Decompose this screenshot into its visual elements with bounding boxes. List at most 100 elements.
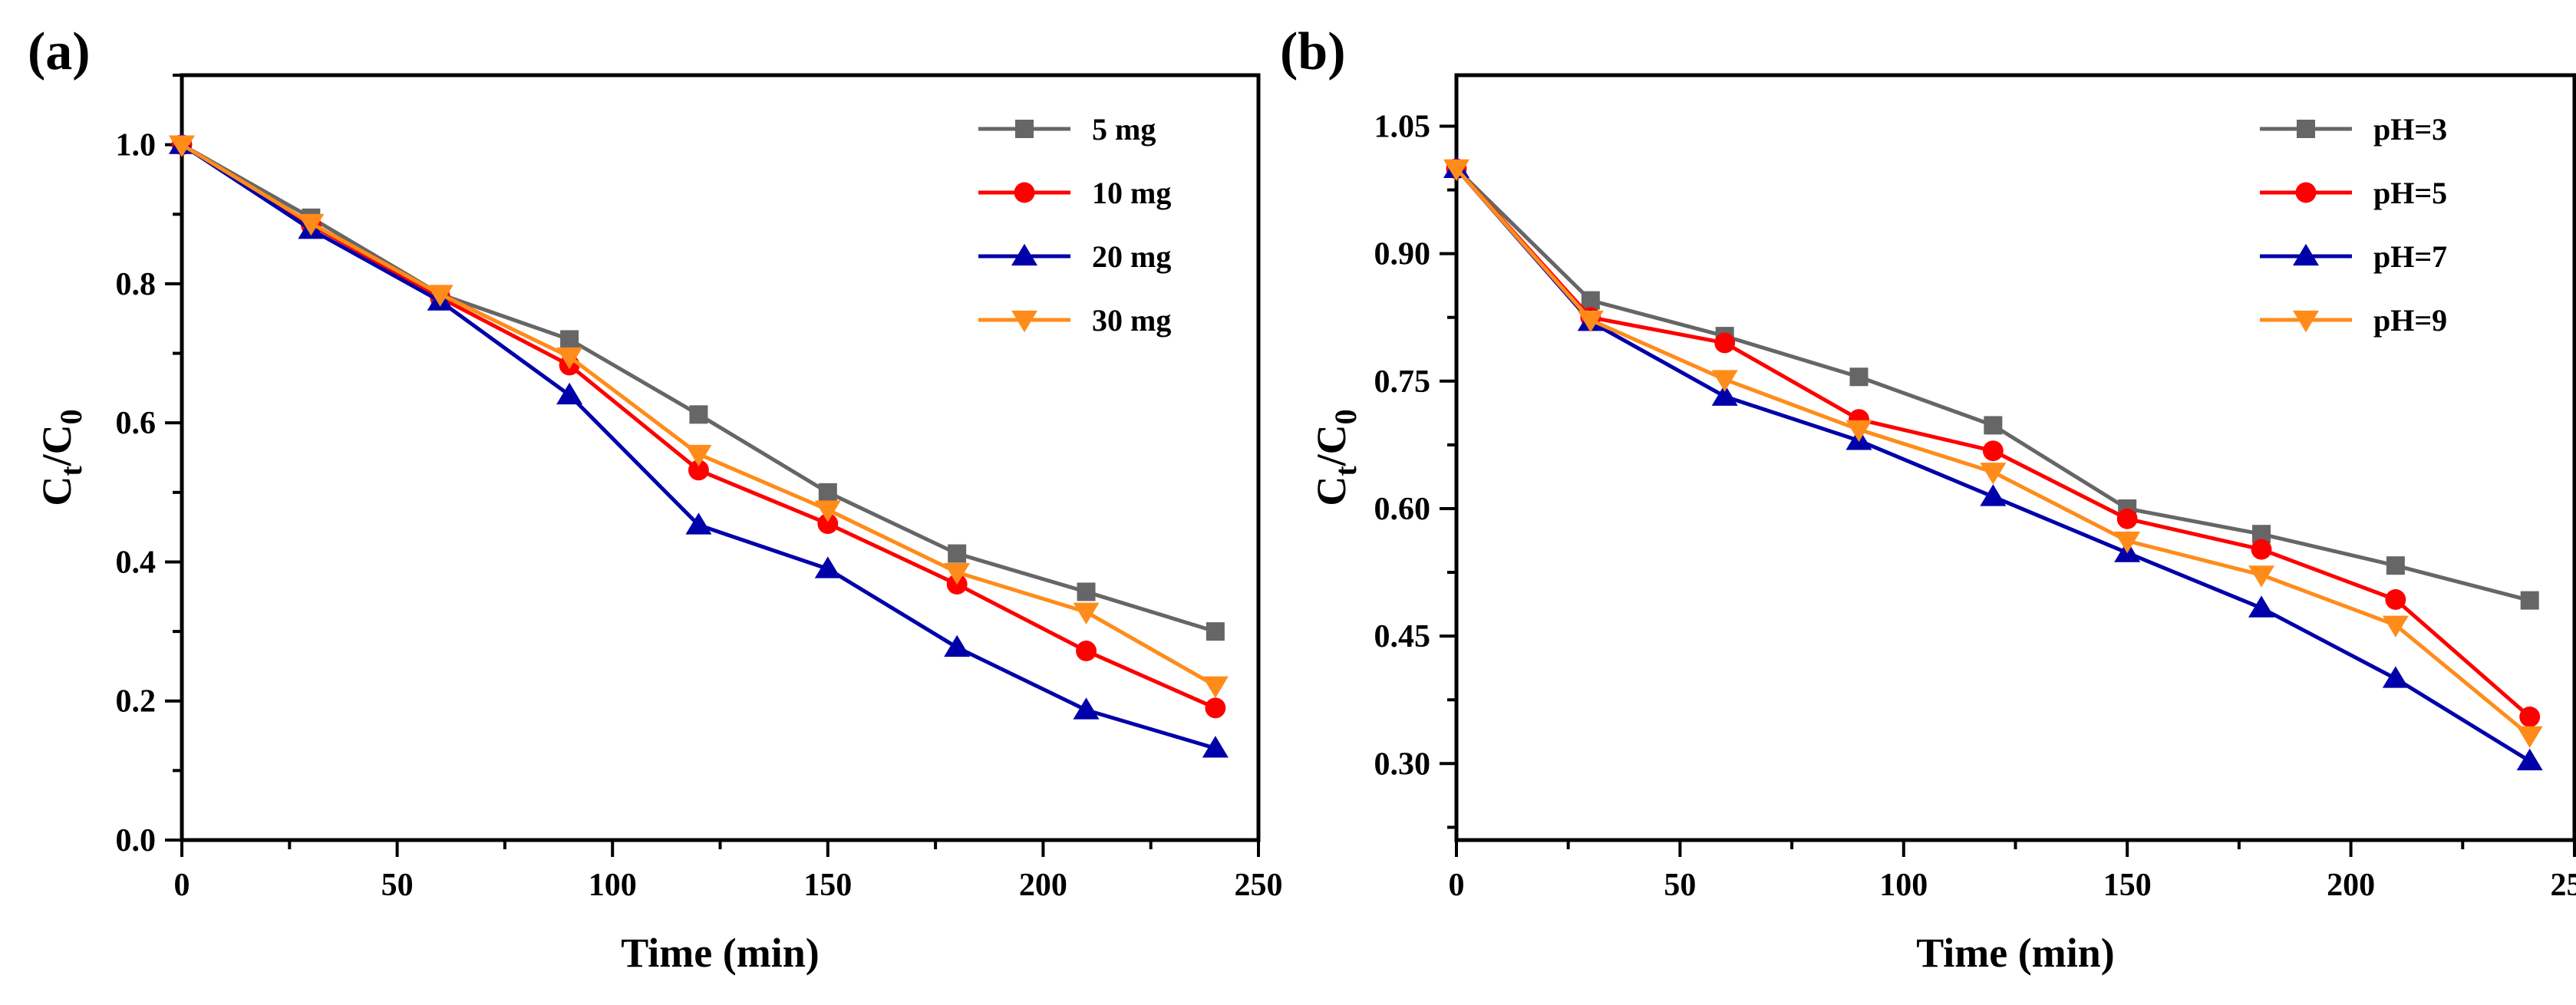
y-tick-label: 1.05 <box>1374 109 1431 144</box>
y-axis-title-subscript: 0 <box>1328 409 1363 424</box>
legend-label: pH=3 <box>2373 112 2447 147</box>
data-point <box>685 444 712 467</box>
legend-label: pH=7 <box>2373 239 2447 274</box>
data-point <box>2382 666 2409 688</box>
data-point <box>2520 591 2539 610</box>
data-point <box>944 562 971 585</box>
panel-label: (b) <box>1280 22 1346 81</box>
y-axis-title-subscript: t <box>1328 466 1363 476</box>
series-pH=9 <box>1443 159 2543 748</box>
y-tick-label: 0.8 <box>116 267 157 302</box>
panel-a: (a) 0 50 100 150 200 250 0.0 0.2 0.4 0.6 0.8 1.0 Time… <box>28 22 1283 976</box>
data-point <box>2385 589 2406 610</box>
y-axis-title-part: /C <box>34 424 80 466</box>
x-tick-label: 50 <box>381 868 414 903</box>
data-point <box>1980 463 2007 485</box>
data-point <box>2114 531 2141 554</box>
data-point <box>1714 332 1736 354</box>
y-axis-title-part: C <box>1308 476 1354 506</box>
data-point <box>1980 484 2007 506</box>
data-point <box>1076 641 1097 661</box>
data-point <box>685 512 712 535</box>
legend-label: 30 mg <box>1092 303 1171 338</box>
legend-label: 5 mg <box>1092 112 1156 147</box>
data-point <box>1984 416 2003 435</box>
data-point <box>1711 384 1738 406</box>
x-tick-label: 50 <box>1664 868 1696 903</box>
y-tick-label: 1.0 <box>116 128 157 163</box>
legend-marker <box>2292 243 2320 266</box>
x-tick-label: 0 <box>1449 868 1465 903</box>
y-axis-title-subscript: 0 <box>54 409 88 424</box>
legend-label: pH=9 <box>2373 303 2447 338</box>
series-pH=3 <box>1447 159 2539 610</box>
y-tick-label: 0.2 <box>116 684 157 720</box>
y-tick-label: 0.6 <box>116 406 157 441</box>
y-tick-label: 0.90 <box>1374 237 1431 272</box>
data-point <box>817 513 839 535</box>
legend-marker <box>1014 182 1035 203</box>
data-point <box>814 500 841 522</box>
data-point <box>2382 615 2409 638</box>
y-tick-label: 0.0 <box>116 823 157 858</box>
data-point <box>2248 595 2275 618</box>
legend-marker <box>2292 310 2320 333</box>
legend-marker <box>2297 120 2315 138</box>
x-tick-label: 0 <box>174 868 190 903</box>
x-tick-label: 150 <box>2103 868 2152 903</box>
y-tick-label: 0.60 <box>1374 492 1431 527</box>
data-point <box>944 634 971 657</box>
data-point <box>689 405 708 424</box>
x-tick-label: 200 <box>2327 868 2375 903</box>
legend-marker <box>1011 310 1038 333</box>
series-line <box>180 143 1216 634</box>
panel-b: (b) 0 50 100 150 200 250 0.30 0.45 0.60 0.75 0.90 1.… <box>1280 22 2576 976</box>
data-point <box>560 330 579 349</box>
series-line <box>1455 167 2531 603</box>
data-point <box>1711 370 1738 392</box>
data-point <box>168 135 196 157</box>
x-tick-label: 150 <box>803 868 852 903</box>
data-point <box>2516 748 2543 771</box>
x-tick-label: 250 <box>1235 868 1283 903</box>
series-20 mg <box>168 132 1229 758</box>
data-point <box>556 382 583 405</box>
data-point <box>1849 367 1869 387</box>
series-10 mg <box>171 134 1226 719</box>
data-point <box>1581 291 1600 310</box>
data-point <box>1982 440 2004 462</box>
panel-label: (a) <box>28 22 91 81</box>
y-tick-label: 0.75 <box>1374 364 1431 400</box>
data-point <box>814 556 841 578</box>
data-point <box>2386 556 2405 575</box>
legend-label: pH=5 <box>2373 176 2447 210</box>
y-axis-title-part: C <box>34 476 80 506</box>
data-point <box>2519 706 2541 727</box>
data-point <box>556 347 583 370</box>
data-point <box>1577 310 1604 333</box>
y-tick-label: 0.45 <box>1374 619 1431 654</box>
data-point <box>1443 159 1470 182</box>
data-point <box>1202 676 1229 698</box>
data-point <box>2251 539 2272 560</box>
series-line <box>180 143 1216 710</box>
legend-label: 10 mg <box>1092 176 1171 210</box>
data-point <box>818 483 837 502</box>
y-axis-title: Ct/C0 <box>34 409 88 506</box>
x-tick-label: 250 <box>2551 868 2576 903</box>
y-tick-label: 0.4 <box>116 545 157 580</box>
x-tick-label: 100 <box>1879 868 1928 903</box>
data-point <box>1845 420 1872 443</box>
x-tick-label: 100 <box>589 868 637 903</box>
x-axis-title: Time (min) <box>1916 930 2114 976</box>
data-point <box>1073 602 1100 624</box>
data-point <box>948 544 967 563</box>
data-point <box>688 460 709 481</box>
data-point <box>2248 565 2275 588</box>
y-axis-title-subscript: t <box>54 466 88 476</box>
legend-marker <box>1015 120 1034 138</box>
y-axis-title-part: /C <box>1308 424 1354 466</box>
y-tick-label: 0.30 <box>1374 746 1431 782</box>
data-point <box>1077 582 1096 601</box>
legend-marker <box>2295 182 2317 203</box>
